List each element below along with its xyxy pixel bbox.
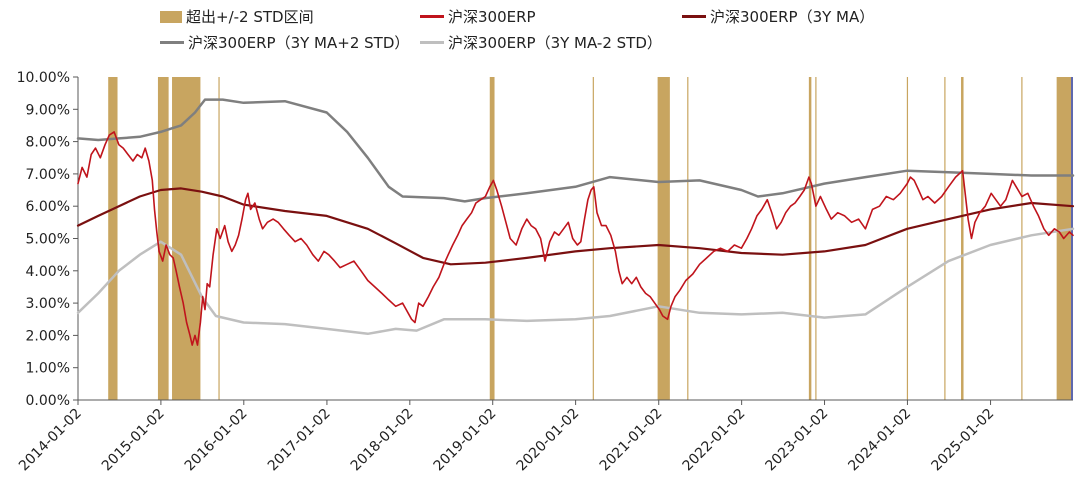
x-tick-label-5: 2019-01-02 bbox=[431, 406, 500, 475]
std-band-2 bbox=[172, 77, 201, 400]
legend-swatch-lower bbox=[420, 41, 444, 44]
legend-item-erp: 沪深300ERP bbox=[420, 6, 536, 27]
legend-label-ma: 沪深300ERP（3Y MA） bbox=[710, 8, 875, 26]
legend-swatch-upper bbox=[160, 41, 184, 44]
y-tick-label-10: 10.00% bbox=[17, 70, 70, 86]
legend-label-upper: 沪深300ERP（3Y MA+2 STD） bbox=[188, 34, 410, 52]
legend-item-band: 超出+/-2 STD区间 bbox=[160, 6, 314, 27]
y-tick-label-9: 9.00% bbox=[26, 102, 70, 118]
std-band-0 bbox=[108, 77, 118, 400]
x-tick-label-9: 2023-01-02 bbox=[763, 406, 832, 475]
y-tick-label-2: 2.00% bbox=[26, 328, 70, 344]
y-tick-label-6: 6.00% bbox=[26, 199, 70, 215]
y-tick-label-8: 8.00% bbox=[26, 135, 70, 151]
x-tick-label-1: 2015-01-02 bbox=[99, 406, 168, 475]
legend-swatch-band bbox=[160, 10, 182, 23]
std-band-4 bbox=[657, 77, 670, 400]
y-tick-label-0: 0.00% bbox=[26, 393, 70, 409]
x-tick-label-10: 2024-01-02 bbox=[845, 406, 914, 475]
x-tick-label-3: 2017-01-02 bbox=[265, 406, 334, 475]
x-tick-label-6: 2020-01-02 bbox=[514, 406, 583, 475]
x-tick-label-8: 2022-01-02 bbox=[680, 406, 749, 475]
x-tick-label-4: 2018-01-02 bbox=[348, 406, 417, 475]
series-line-lower bbox=[76, 227, 1075, 336]
series-line-ma bbox=[76, 187, 1075, 266]
x-tick-label-11: 2025-01-02 bbox=[929, 406, 998, 475]
y-tick-label-4: 4.00% bbox=[26, 264, 70, 280]
std-band-7 bbox=[1056, 77, 1073, 400]
legend-item-upper: 沪深300ERP（3Y MA+2 STD） bbox=[160, 32, 409, 53]
legend-label-band: 超出+/-2 STD区间 bbox=[186, 8, 314, 26]
legend-item-ma: 沪深300ERP（3Y MA） bbox=[682, 6, 874, 27]
legend-item-lower: 沪深300ERP（3Y MA-2 STD） bbox=[420, 32, 662, 53]
series-line-erp bbox=[77, 131, 1074, 346]
x-tick-label-0: 2014-01-02 bbox=[16, 406, 85, 475]
std-band-3 bbox=[489, 77, 495, 400]
std-band-layer bbox=[108, 77, 1073, 400]
series-layer bbox=[76, 98, 1075, 346]
x-tick-label-2: 2016-01-02 bbox=[182, 406, 251, 475]
legend-swatch-erp bbox=[420, 15, 444, 18]
y-tick-label-7: 7.00% bbox=[26, 167, 70, 183]
y-tick-label-1: 1.00% bbox=[26, 361, 70, 377]
legend-label-lower: 沪深300ERP（3Y MA-2 STD） bbox=[448, 34, 662, 52]
legend-label-erp: 沪深300ERP bbox=[448, 8, 536, 26]
y-tick-label-5: 5.00% bbox=[26, 232, 70, 248]
std-band-5 bbox=[808, 77, 812, 400]
series-line-upper bbox=[76, 98, 1075, 203]
y-tick-label-3: 3.00% bbox=[26, 296, 70, 312]
std-band-1 bbox=[157, 77, 169, 400]
std-band-6 bbox=[961, 77, 964, 400]
legend-swatch-ma bbox=[682, 15, 706, 18]
x-tick-label-7: 2021-01-02 bbox=[597, 406, 666, 475]
